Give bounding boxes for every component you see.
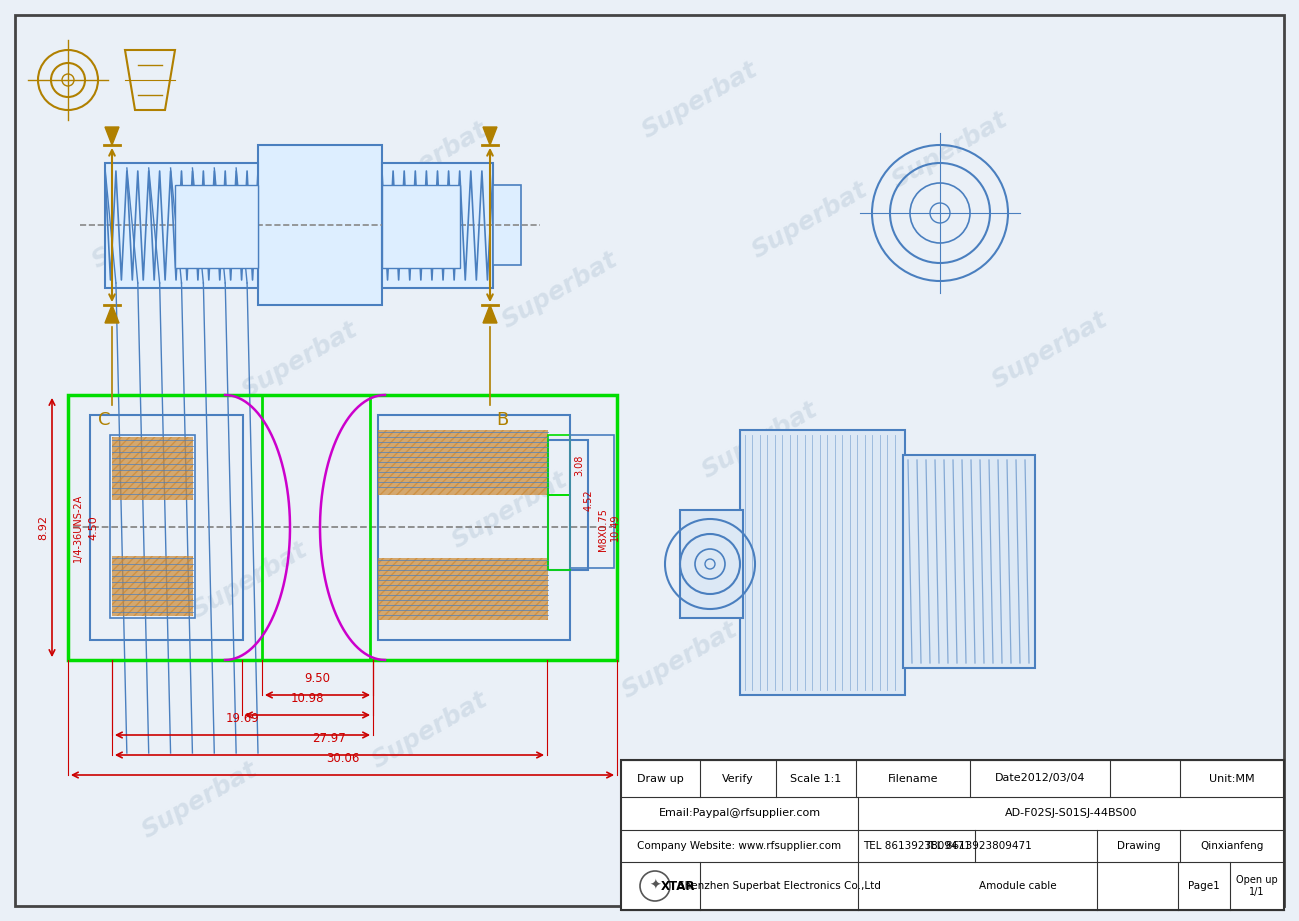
- Polygon shape: [483, 305, 498, 323]
- Text: Superbat: Superbat: [368, 117, 492, 203]
- Text: ✦: ✦: [650, 879, 661, 893]
- Bar: [259, 145, 382, 305]
- Bar: [90, 415, 243, 640]
- Bar: [494, 185, 521, 265]
- Text: XTAR: XTAR: [661, 880, 695, 892]
- Bar: [548, 435, 570, 495]
- Text: Superbat: Superbat: [448, 467, 572, 553]
- Bar: [68, 395, 617, 660]
- Bar: [112, 437, 194, 500]
- Text: Drawing: Drawing: [1117, 841, 1160, 851]
- Bar: [382, 185, 460, 268]
- Text: 10.98: 10.98: [291, 692, 325, 705]
- Bar: [621, 760, 1283, 910]
- Text: 10.49: 10.49: [611, 514, 620, 542]
- Text: Superbat: Superbat: [238, 317, 362, 402]
- Text: 9.50: 9.50: [304, 672, 330, 685]
- Text: Open up
1/1: Open up 1/1: [1237, 875, 1278, 897]
- Text: Superbat: Superbat: [887, 557, 1012, 643]
- Text: 19.69: 19.69: [226, 712, 260, 725]
- Text: Unit:MM: Unit:MM: [1209, 774, 1255, 784]
- Bar: [903, 455, 1035, 668]
- Text: TEL 8613923809471: TEL 8613923809471: [863, 841, 970, 851]
- Bar: [110, 435, 195, 618]
- Bar: [378, 430, 548, 495]
- Bar: [679, 510, 743, 618]
- Bar: [378, 415, 570, 640]
- Text: 27.97: 27.97: [313, 732, 347, 745]
- Text: Superbat: Superbat: [138, 757, 262, 843]
- Text: M8X0.75: M8X0.75: [598, 508, 608, 552]
- Text: AD-F02SJ-S01SJ-44BS00: AD-F02SJ-S01SJ-44BS00: [1004, 809, 1137, 819]
- Text: Qinxianfeng: Qinxianfeng: [1200, 841, 1264, 851]
- Text: Superbat: Superbat: [748, 177, 872, 262]
- Bar: [548, 495, 570, 570]
- Text: 1/4-36UNS-2A: 1/4-36UNS-2A: [73, 494, 83, 562]
- Polygon shape: [105, 127, 120, 145]
- Text: 4.52: 4.52: [585, 489, 594, 511]
- Polygon shape: [483, 127, 498, 145]
- Text: Superbat: Superbat: [698, 397, 822, 483]
- Text: 30.06: 30.06: [326, 752, 360, 765]
- Text: Date2012/03/04: Date2012/03/04: [995, 774, 1085, 784]
- Text: TEL 8613923809471: TEL 8613923809471: [924, 841, 1031, 851]
- Text: 4.50: 4.50: [88, 515, 97, 540]
- Text: Superbat: Superbat: [638, 57, 763, 143]
- Text: Superbat: Superbat: [188, 537, 312, 623]
- Bar: [112, 556, 194, 616]
- Text: Superbat: Superbat: [887, 107, 1012, 192]
- Text: Scale 1:1: Scale 1:1: [790, 774, 842, 784]
- Text: Superbat: Superbat: [88, 187, 212, 273]
- Text: B: B: [496, 411, 508, 429]
- Polygon shape: [105, 305, 120, 323]
- Bar: [570, 435, 614, 568]
- Text: C: C: [97, 411, 110, 429]
- Bar: [105, 163, 259, 288]
- Text: Superbat: Superbat: [618, 617, 742, 703]
- Text: 8.92: 8.92: [38, 515, 48, 540]
- Bar: [382, 163, 494, 288]
- Text: Email:Paypal@rfsupplier.com: Email:Paypal@rfsupplier.com: [659, 809, 821, 819]
- Text: Draw up: Draw up: [637, 774, 683, 784]
- Text: Superbat: Superbat: [498, 247, 622, 332]
- Bar: [378, 558, 548, 620]
- Bar: [370, 395, 617, 660]
- Text: Amodule cable: Amodule cable: [978, 881, 1056, 891]
- Text: 3.08: 3.08: [574, 454, 585, 475]
- Bar: [175, 185, 259, 268]
- Text: Superbat: Superbat: [987, 308, 1112, 393]
- Text: Superbat: Superbat: [368, 687, 492, 773]
- Text: Company Website: www.rfsupplier.com: Company Website: www.rfsupplier.com: [638, 841, 842, 851]
- Text: Shenzhen Superbat Electronics Co.,Ltd: Shenzhen Superbat Electronics Co.,Ltd: [678, 881, 881, 891]
- Bar: [740, 430, 905, 695]
- Text: Filename: Filename: [887, 774, 938, 784]
- Text: Verify: Verify: [722, 774, 753, 784]
- Bar: [548, 440, 588, 570]
- Bar: [68, 395, 262, 660]
- Text: Page1: Page1: [1189, 881, 1220, 891]
